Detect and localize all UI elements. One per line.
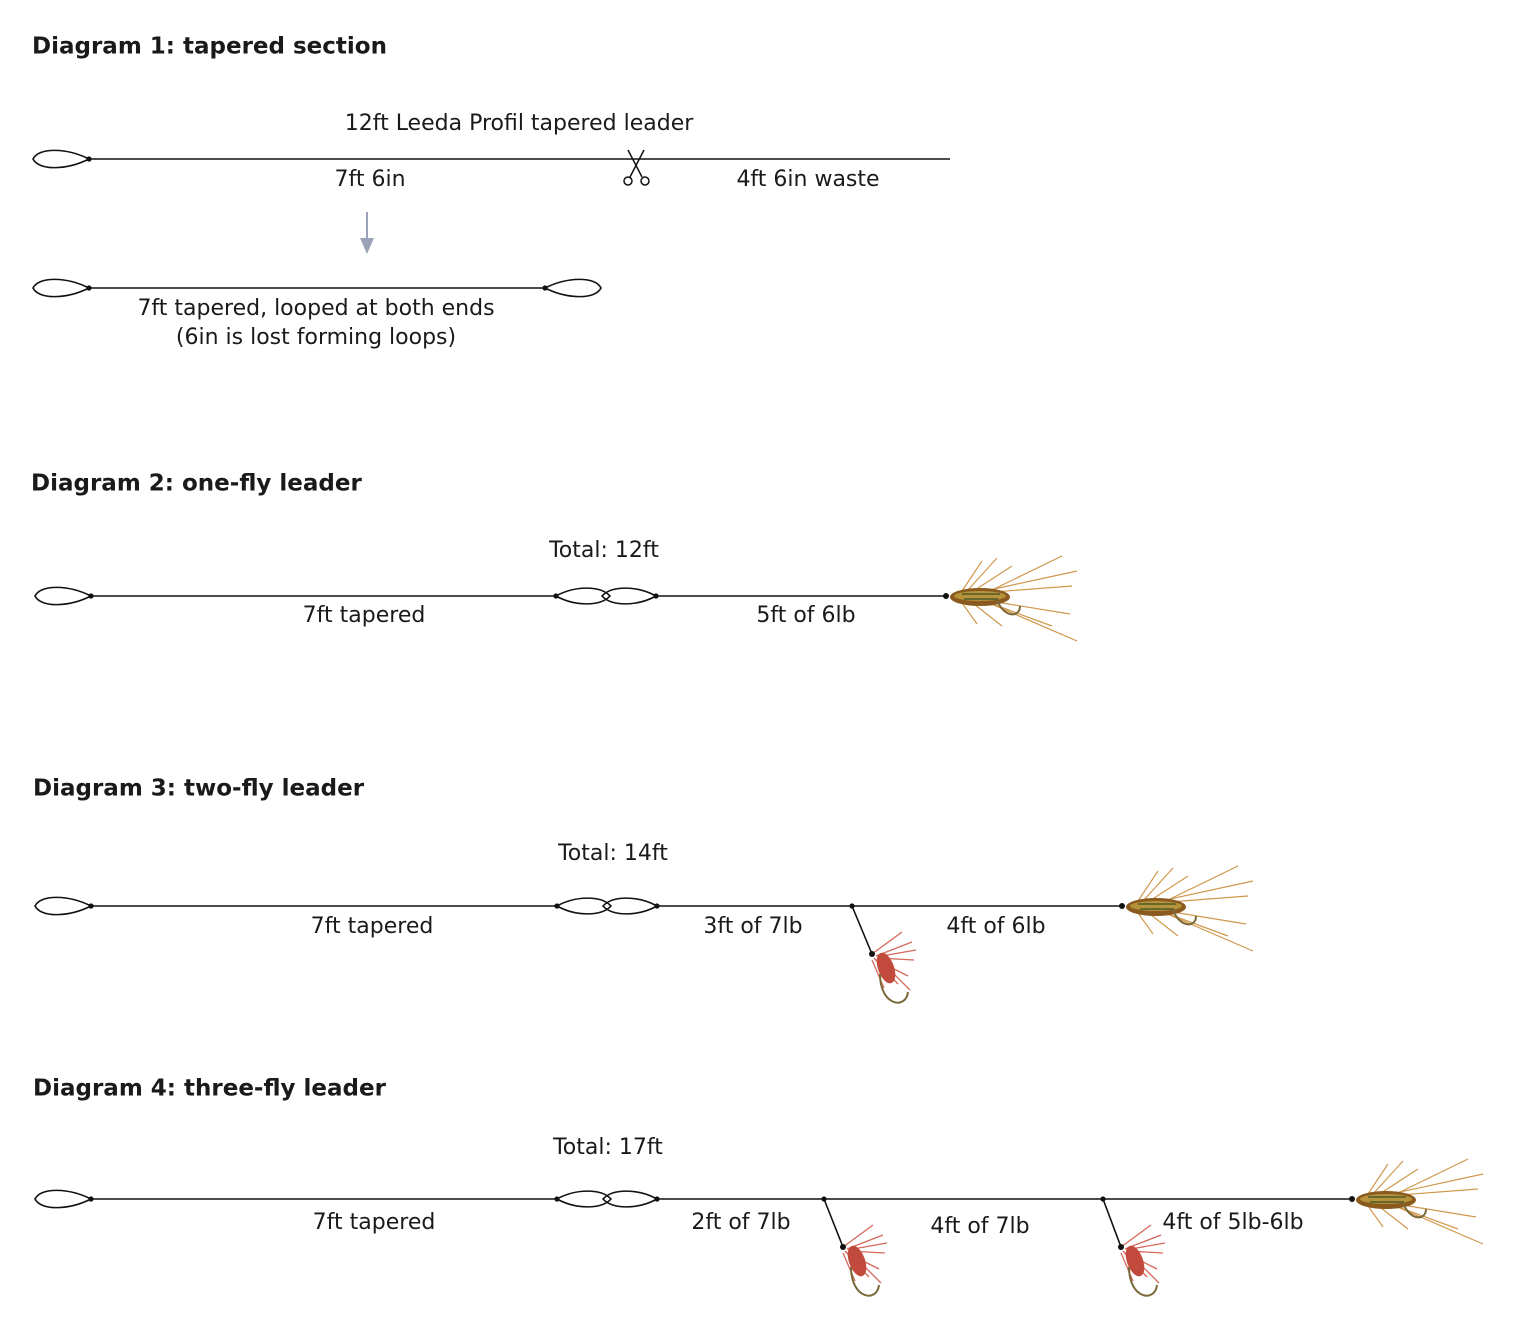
section-label: 4ft 6in waste xyxy=(736,167,879,192)
diagram-title: Diagram 1: tapered section xyxy=(32,34,387,60)
section-label: 7ft tapered xyxy=(313,1210,436,1235)
point-fly xyxy=(1348,1158,1484,1245)
section-label: 7ft tapered xyxy=(303,603,426,628)
loop xyxy=(541,278,602,298)
diagram-title: Diagram 4: three-fly leader xyxy=(33,1076,387,1102)
loop xyxy=(32,278,93,298)
section-label: 7ft tapered, looped at both ends xyxy=(137,296,494,321)
section-note: (6in is lost forming loops) xyxy=(176,325,456,350)
diagram-title: Diagram 2: one-fly leader xyxy=(31,471,362,497)
loop xyxy=(34,1189,95,1209)
loop-to-loop xyxy=(553,897,661,915)
diagram-title: Diagram 3: two-fly leader xyxy=(33,776,365,802)
dropper-fly xyxy=(868,931,917,1004)
dropper xyxy=(823,1198,844,1248)
dropper xyxy=(851,905,873,955)
point-fly xyxy=(1118,865,1254,952)
scissors xyxy=(623,149,650,186)
total-label: Total: 12ft xyxy=(548,538,659,563)
section-label: 5ft of 6lb xyxy=(756,603,855,628)
total-label: Total: 14ft xyxy=(557,841,668,866)
section-label: 4ft of 5lb-6lb xyxy=(1162,1210,1303,1235)
loop-to-loop xyxy=(553,1190,661,1208)
section-label: 2ft of 7lb xyxy=(691,1210,790,1235)
section-label: 7ft tapered xyxy=(311,914,434,939)
dropper-fly xyxy=(1117,1224,1166,1297)
leader-label: 12ft Leeda Profil tapered leader xyxy=(345,111,695,136)
dropper-fly xyxy=(839,1224,888,1297)
point-fly xyxy=(942,555,1078,642)
loop xyxy=(34,586,95,606)
loop xyxy=(34,896,95,916)
section-label: 4ft of 6lb xyxy=(946,914,1045,939)
arrow xyxy=(360,212,374,254)
section-label: 4ft of 7lb xyxy=(930,1214,1029,1239)
total-label: Total: 17ft xyxy=(552,1135,663,1160)
section-label: 7ft 6in xyxy=(334,167,405,192)
dropper xyxy=(1102,1198,1122,1248)
loop xyxy=(32,149,93,169)
loop-to-loop xyxy=(552,587,660,605)
section-label: 3ft of 7lb xyxy=(703,914,802,939)
